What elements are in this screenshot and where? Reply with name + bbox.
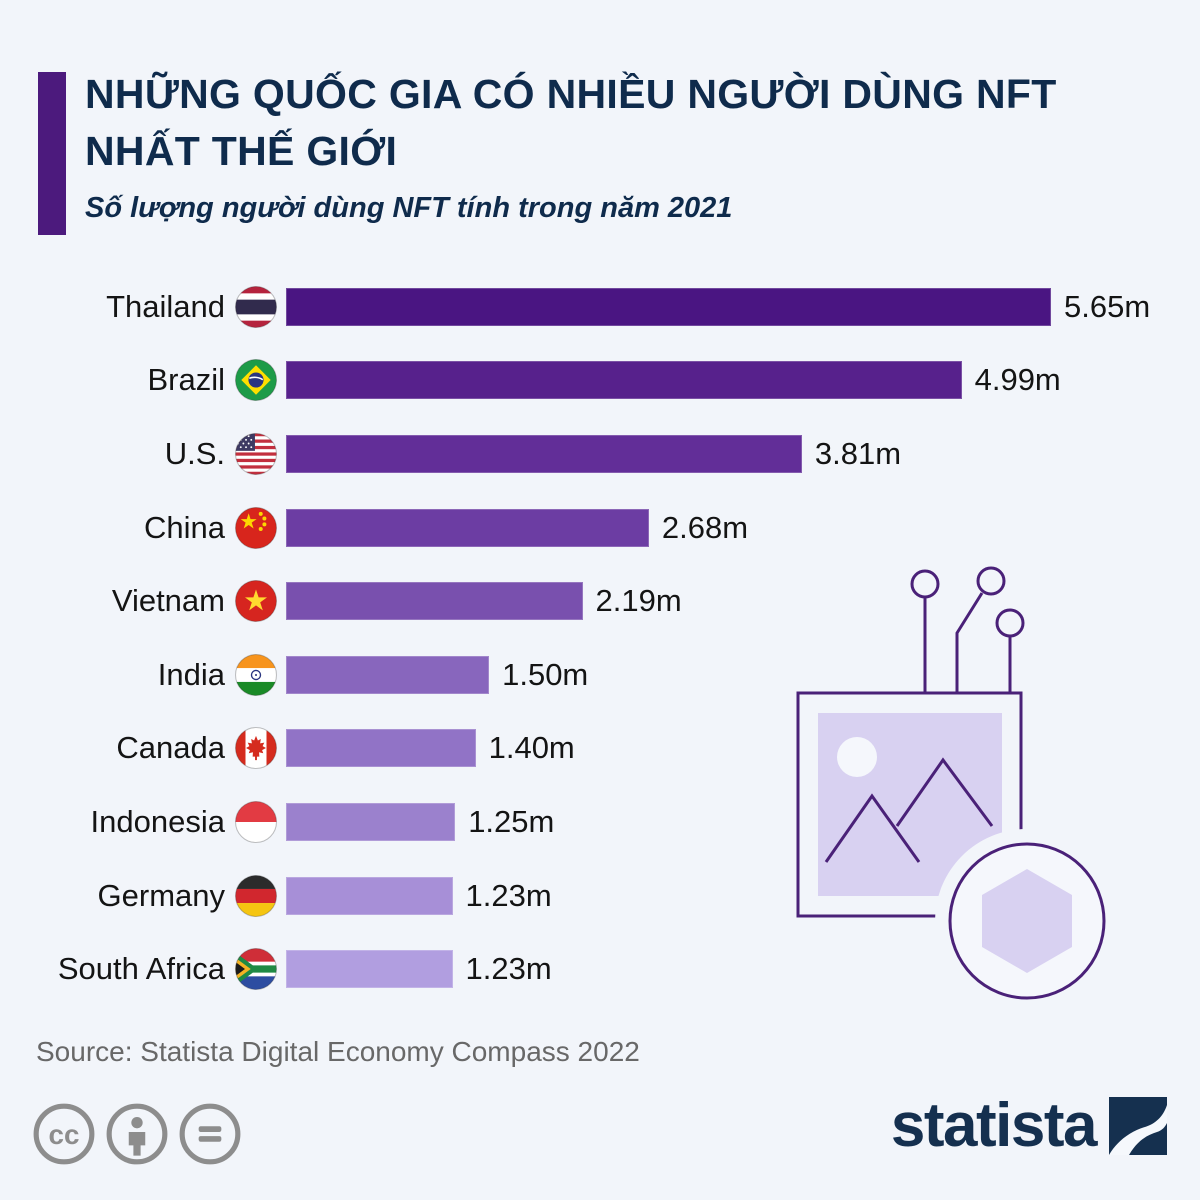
chart-row-india: India 1.50m bbox=[33, 638, 1183, 712]
antenna-node bbox=[995, 608, 1025, 638]
title-accent-bar bbox=[38, 72, 66, 235]
south-africa-flag-icon bbox=[235, 948, 277, 991]
country-label: South Africa bbox=[57, 951, 225, 987]
mountain-icon bbox=[824, 793, 921, 863]
country-label: Germany bbox=[97, 877, 225, 913]
country-label: China bbox=[144, 509, 225, 545]
thailand-flag-icon bbox=[235, 285, 277, 328]
bar-south-africa bbox=[286, 950, 453, 989]
canada-flag-icon bbox=[235, 727, 277, 770]
bar-value-label: 2.68m bbox=[661, 509, 749, 545]
bar-value-label: 1.50m bbox=[502, 656, 589, 692]
chart-row-china: China 2.68m bbox=[33, 491, 1183, 565]
hexagon-icon bbox=[982, 869, 1072, 973]
bar-value-label: 1.23m bbox=[465, 877, 552, 913]
bar-us bbox=[286, 434, 802, 473]
germany-flag-icon bbox=[235, 874, 277, 917]
country-label: Thailand bbox=[106, 288, 225, 324]
country-label: U.S. bbox=[164, 435, 225, 471]
antenna-node bbox=[976, 566, 1006, 596]
bar-brazil bbox=[286, 361, 962, 400]
bar-value-label: 2.19m bbox=[595, 583, 682, 619]
cc-icon[interactable]: cc bbox=[31, 1101, 97, 1167]
antenna-line bbox=[955, 592, 984, 693]
bar-vietnam bbox=[286, 582, 583, 621]
indonesia-flag-icon bbox=[235, 800, 277, 843]
page-title-line1: NHỮNG QUỐC GIA CÓ NHIỀU NGƯỜI DÙNG NFT bbox=[85, 71, 1057, 117]
equals-icon[interactable] bbox=[177, 1101, 243, 1167]
statista-logo-text: statista bbox=[890, 1091, 1098, 1160]
india-flag-icon bbox=[235, 653, 277, 696]
sun-icon bbox=[837, 737, 877, 777]
country-label: Vietnam bbox=[111, 583, 225, 619]
chart-row-canada: Canada 1.40m bbox=[33, 712, 1183, 786]
svg-text:cc: cc bbox=[49, 1119, 80, 1150]
page-title: NHỮNG QUỐC GIA CÓ NHIỀU NGƯỜI DÙNG NFT N… bbox=[85, 66, 1175, 180]
country-label: Canada bbox=[116, 730, 225, 766]
brazil-flag-icon bbox=[235, 359, 277, 402]
bar-value-label: 5.65m bbox=[1064, 288, 1151, 324]
bar-value-label: 1.40m bbox=[488, 730, 575, 766]
us-flag-icon bbox=[235, 432, 277, 475]
country-label: India bbox=[157, 656, 225, 692]
antenna-node bbox=[910, 569, 940, 599]
chart-row-vietnam: Vietnam 2.19m bbox=[33, 564, 1183, 638]
bar-value-label: 1.25m bbox=[468, 803, 555, 839]
nft-image-illustration bbox=[796, 566, 1119, 1013]
chart-row-us: U.S. 3.81m bbox=[33, 417, 1183, 491]
bar-indonesia bbox=[286, 802, 456, 841]
chart-row-thailand: Thailand 5.65m bbox=[33, 270, 1183, 344]
bar-value-label: 4.99m bbox=[974, 362, 1061, 398]
statista-logo[interactable]: statista bbox=[890, 1091, 1167, 1160]
country-label: Indonesia bbox=[90, 803, 225, 839]
bar-india bbox=[286, 655, 490, 694]
chart-row-indonesia: Indonesia 1.25m bbox=[33, 785, 1183, 859]
bar-chart: Thailand 5.65m Brazil 4.99m U.S. bbox=[33, 270, 1183, 1006]
cc-license-badges: cc bbox=[31, 1101, 243, 1167]
mountain-icon bbox=[895, 757, 994, 827]
bar-value-label: 1.23m bbox=[465, 951, 552, 987]
source-note: Source: Statista Digital Economy Compass… bbox=[36, 1036, 640, 1067]
chart-subtitle: Số lượng người dùng NFT tính trong năm 2… bbox=[85, 192, 733, 224]
chart-row-south-africa: South Africa 1.23m bbox=[33, 932, 1183, 1006]
china-flag-icon bbox=[235, 506, 277, 549]
bar-canada bbox=[286, 729, 476, 768]
attribution-icon[interactable] bbox=[104, 1101, 170, 1167]
chart-row-brazil: Brazil 4.99m bbox=[33, 344, 1183, 418]
bar-germany bbox=[286, 876, 453, 915]
bar-thailand bbox=[286, 287, 1051, 326]
country-label: Brazil bbox=[147, 362, 225, 398]
bar-china bbox=[286, 508, 649, 547]
bar-value-label: 3.81m bbox=[814, 435, 902, 471]
vietnam-flag-icon bbox=[235, 580, 277, 623]
chart-row-germany: Germany 1.23m bbox=[33, 859, 1183, 933]
page-title-line2: NHẤT THẾ GIỚI bbox=[85, 128, 398, 174]
picture-frame bbox=[796, 691, 1023, 918]
statista-logo-mark bbox=[1109, 1097, 1167, 1155]
